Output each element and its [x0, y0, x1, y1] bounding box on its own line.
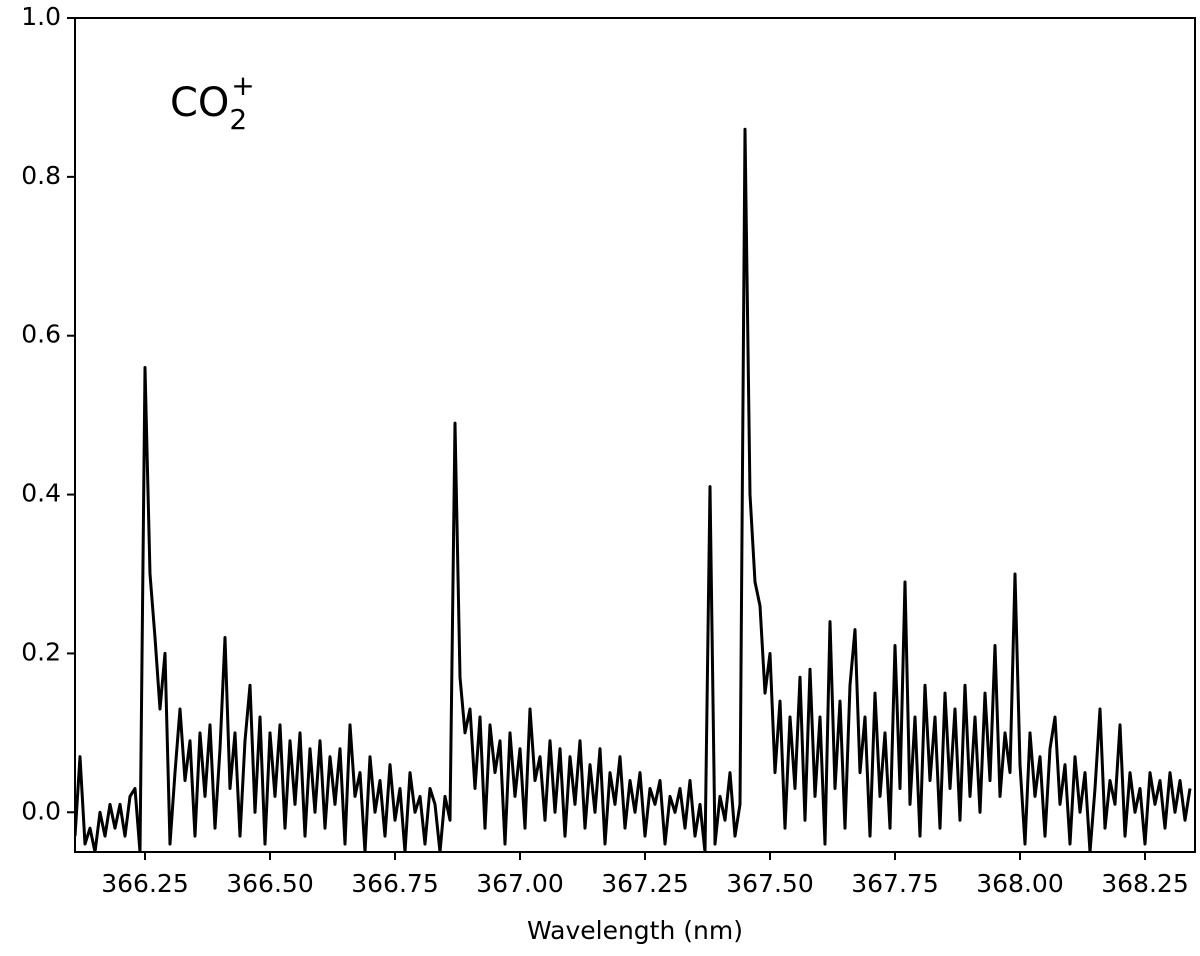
plot-frame	[74, 17, 1196, 853]
y-tick-label: 0.4	[21, 479, 61, 508]
x-tick-label: 368.00	[976, 869, 1063, 898]
x-axis-label: Wavelength (nm)	[527, 916, 743, 945]
y-tick-label: 0.2	[21, 637, 61, 666]
y-tick-label: 0.0	[21, 796, 61, 825]
x-tick-label: 366.25	[101, 869, 188, 898]
y-tick-label: 0.6	[21, 320, 61, 349]
y-tick-label: 0.8	[21, 161, 61, 190]
annotation: CO2+	[170, 69, 255, 136]
annotation-text: CO	[170, 80, 229, 126]
y-tick-label: 1.0	[21, 2, 61, 31]
x-tick-label: 367.00	[476, 869, 563, 898]
annotation-sub: 2	[229, 103, 247, 136]
x-tick-label: 366.75	[351, 869, 438, 898]
x-tick-label: 368.25	[1101, 869, 1188, 898]
x-tick-label: 367.50	[726, 869, 813, 898]
x-tick-label: 366.50	[226, 869, 313, 898]
spectrum-line	[75, 127, 1192, 852]
annotation-sup: +	[231, 69, 254, 102]
x-tick-label: 367.75	[851, 869, 938, 898]
x-tick-label: 367.25	[601, 869, 688, 898]
